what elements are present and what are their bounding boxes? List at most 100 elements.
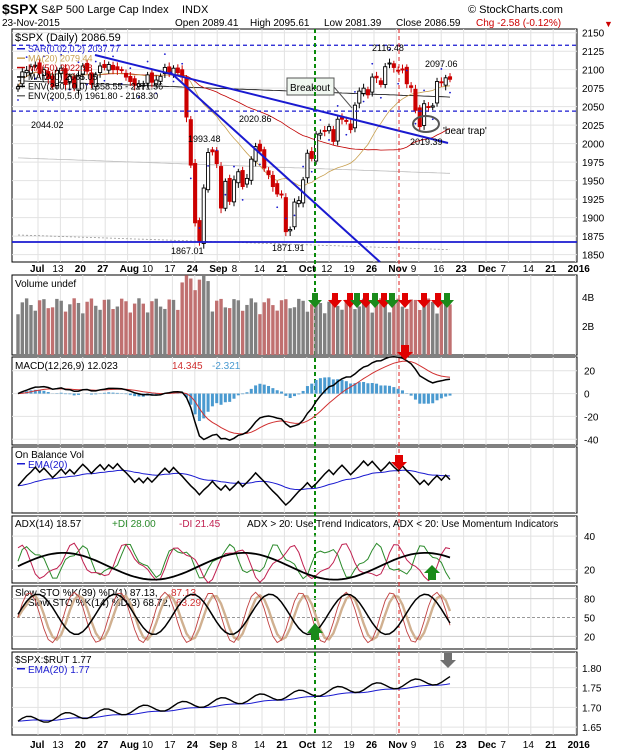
envelope-mid-line <box>17 157 451 174</box>
adx-line <box>17 552 451 581</box>
macd-histogram-bar <box>76 393 80 395</box>
red-down-arrow-icon <box>417 293 431 308</box>
green-down-arrow-icon <box>385 293 399 308</box>
price-y-tick: 2025 <box>582 121 605 132</box>
macd-histogram-bar <box>448 393 452 396</box>
sto-short-line <box>17 591 451 644</box>
candle-body <box>430 105 435 108</box>
candle-body <box>128 75 133 82</box>
candle-body <box>72 76 77 88</box>
gray-down-arrow-icon <box>440 653 456 668</box>
x-axis-label-top: Jul <box>30 264 45 275</box>
macd-histogram-bar <box>232 393 236 399</box>
volume-bar <box>439 302 444 355</box>
breakout-callout-pointer <box>333 86 353 109</box>
candle-body <box>296 200 301 205</box>
volume-bar <box>284 299 288 355</box>
x-axis-label-bottom: 26 <box>366 740 378 750</box>
volume-bar <box>361 298 366 355</box>
macd-histogram-bar <box>297 393 301 395</box>
sar-dot <box>440 68 443 70</box>
volume-bar <box>387 312 392 355</box>
candle-body <box>344 119 349 122</box>
candle-body <box>197 220 202 242</box>
candle-body <box>244 177 250 185</box>
x-axis-label-top: Dec <box>478 264 497 275</box>
sar-dot <box>68 88 71 91</box>
candle-body <box>314 133 319 162</box>
steep-trendline <box>169 71 381 263</box>
macd-y-tick: -20 <box>584 412 599 423</box>
volume-bar <box>318 303 323 355</box>
macd-histogram-bar <box>111 392 115 394</box>
x-axis-label-top: 7 <box>500 264 506 275</box>
x-axis-label-bottom: Oct <box>299 740 316 750</box>
sar-dot <box>354 90 356 93</box>
price-annotation: 2097.06 <box>425 59 458 69</box>
candle-body <box>240 170 245 188</box>
volume-bar <box>327 301 331 355</box>
macd-y-tick: 0 <box>584 390 590 401</box>
macd-histogram-bar <box>206 393 210 412</box>
macd-histogram-bar <box>439 393 443 399</box>
macd-histogram-bar <box>210 393 214 407</box>
macd-histogram-bar <box>288 393 292 398</box>
macd-histogram-bar <box>254 385 258 394</box>
volume-bar <box>374 303 379 355</box>
volume-bar <box>275 310 279 355</box>
candle-body <box>400 68 405 71</box>
ratio-y-tick: 1.80 <box>582 664 602 675</box>
x-axis-label-top: 23 <box>456 264 468 275</box>
x-axis-label-top: 12 <box>321 264 333 275</box>
candle-body <box>439 81 444 84</box>
macd-hist-label: -2.321 <box>212 361 241 372</box>
volume-bar <box>344 299 349 355</box>
x-axis-label-bottom: Dec <box>478 740 497 750</box>
legend-swatch <box>17 48 25 50</box>
down-arrow-icon: ▼ <box>604 19 613 29</box>
macd-signal-label: 14.345 <box>172 361 203 372</box>
x-axis-label-top: 13 <box>52 264 64 275</box>
red-down-arrow-icon <box>397 345 413 360</box>
candle-body <box>46 71 51 80</box>
sar-dot <box>86 83 89 86</box>
volume-bar <box>197 279 202 355</box>
candle-body <box>253 146 258 162</box>
macd-histogram-bar <box>42 390 46 394</box>
macd-histogram-bar <box>336 379 340 394</box>
macd-line <box>17 356 451 442</box>
macd-histogram-bar <box>133 393 137 397</box>
volume-bar <box>111 309 115 355</box>
volume-bar <box>55 298 59 355</box>
candle-body <box>63 68 68 85</box>
x-axis-label-bottom: 2016 <box>568 740 591 750</box>
adx-title: ADX(14) 18.57 <box>15 519 82 530</box>
candle-body <box>231 179 237 203</box>
candle-body <box>357 90 362 104</box>
red-down-arrow-icon <box>359 293 373 308</box>
macd-histogram-bar <box>107 392 111 394</box>
x-axis-label-bottom: 7 <box>500 740 506 750</box>
sar-dot <box>172 80 175 83</box>
x-axis-label-bottom: Nov <box>388 740 407 750</box>
candle-body <box>374 75 379 79</box>
macd-histogram-bar <box>353 383 357 394</box>
macd-histogram-bar <box>305 386 309 394</box>
breakout-callout-box <box>286 77 335 96</box>
price-y-tick: 2000 <box>582 140 605 151</box>
candle-body <box>158 75 163 82</box>
legend-entry: MA(50) 2022.58 <box>28 63 93 73</box>
sar-dot <box>233 165 235 168</box>
candle-body <box>98 65 103 74</box>
macd-histogram-bar <box>314 380 318 394</box>
volume-bar <box>383 303 387 355</box>
volume-bar <box>102 299 107 355</box>
x-axis-label-bottom: 23 <box>456 740 468 750</box>
macd-histogram-bar <box>102 392 106 394</box>
candle-body <box>413 88 418 111</box>
candle-body <box>426 106 431 108</box>
macd-histogram-bar <box>241 393 245 395</box>
x-axis-label-top: Oct <box>299 264 316 275</box>
x-axis-label-top: 19 <box>344 264 356 275</box>
volume-bar <box>443 298 448 355</box>
